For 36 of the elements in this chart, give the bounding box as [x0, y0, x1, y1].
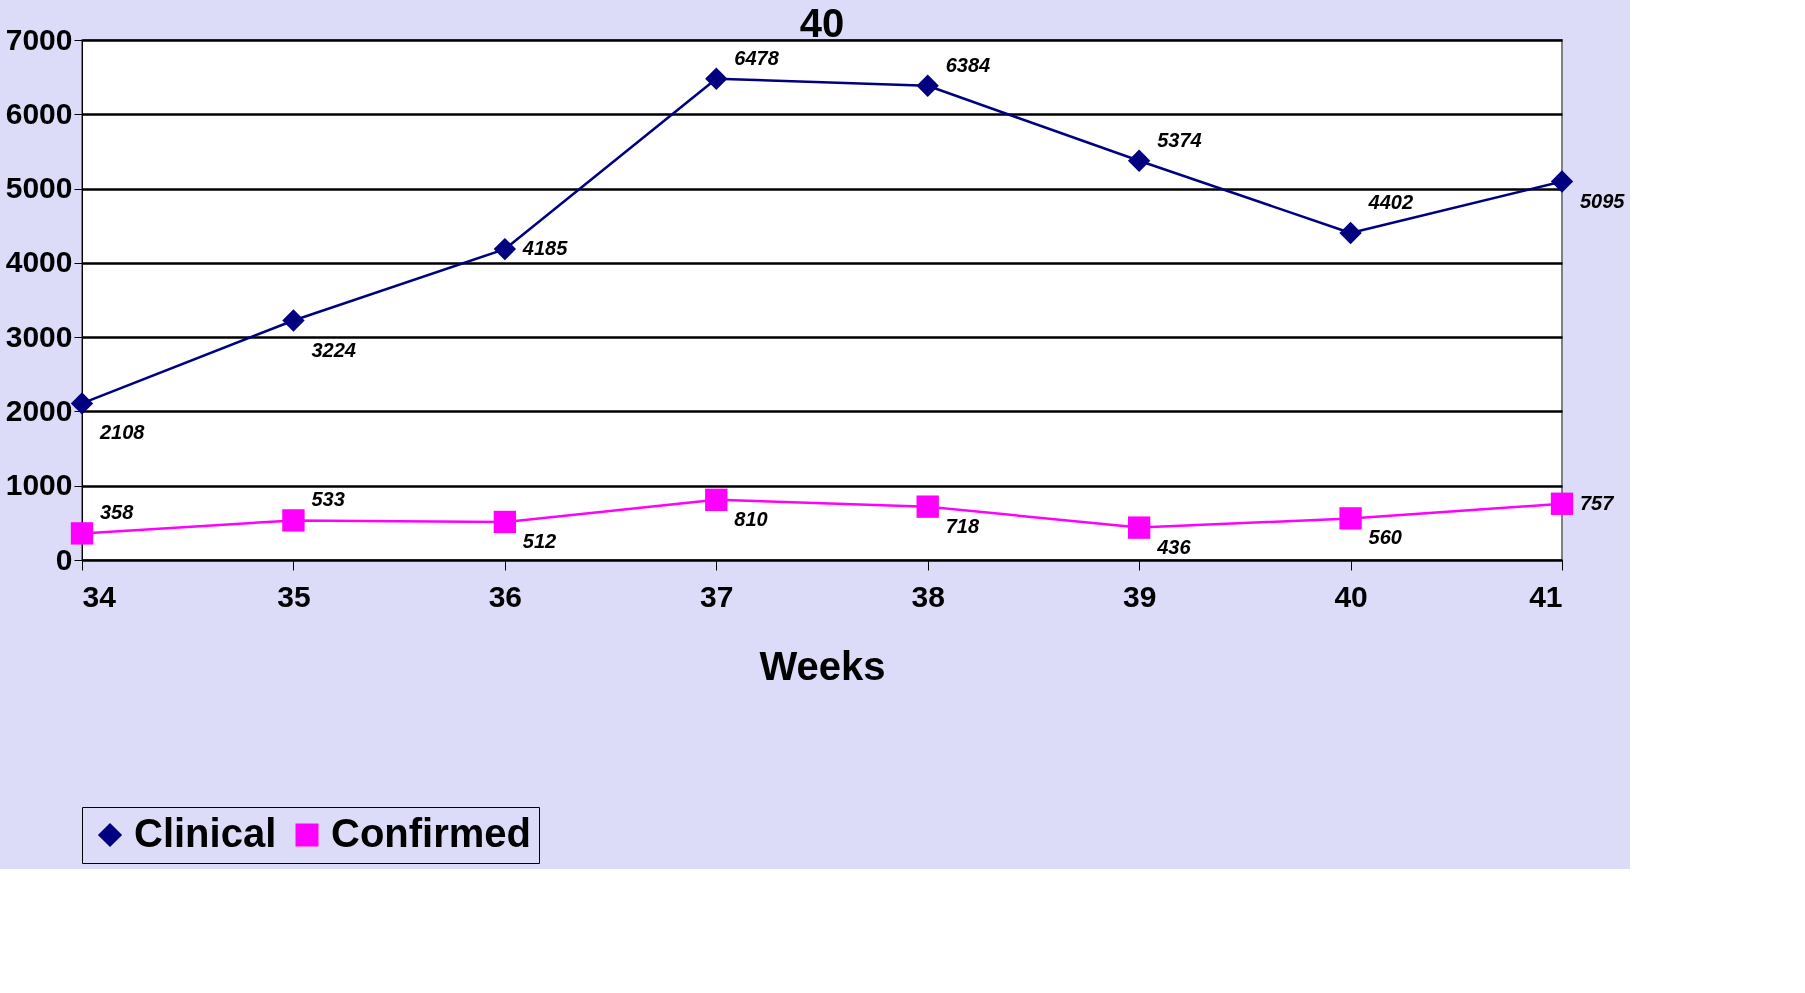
data-label: 358	[100, 501, 135, 524]
data-label: 6384	[945, 53, 991, 76]
chart-title: 40	[799, 1, 845, 45]
data-label: 718	[945, 514, 980, 537]
data-label: 436	[1156, 535, 1192, 558]
data-label: 5374	[1157, 128, 1202, 151]
data-label: 757	[1580, 491, 1615, 514]
x-tick-label: 34	[82, 579, 117, 613]
x-tick-label: 37	[700, 579, 734, 613]
data-label: 512	[522, 529, 557, 552]
y-tick-label: 0	[55, 542, 73, 576]
data-label: 4185	[521, 237, 569, 260]
x-axis-title: Weeks	[759, 643, 886, 688]
data-label: 533	[311, 488, 345, 511]
x-tick-label: 39	[1122, 579, 1157, 613]
data-label: 2108	[99, 421, 146, 444]
data-label: 810	[734, 507, 768, 530]
data-label: 6478	[734, 46, 780, 69]
y-tick-label: 5000	[5, 171, 73, 205]
y-tick-label: 1000	[5, 468, 73, 502]
y-tick-label: 3000	[5, 319, 73, 353]
y-tick-label: 2000	[5, 393, 73, 427]
data-label: 5095	[1580, 189, 1626, 212]
data-label: 560	[1368, 526, 1402, 549]
y-tick-label: 7000	[5, 22, 73, 56]
legend-label: Clinical	[134, 811, 277, 855]
x-tick-label: 36	[488, 579, 523, 613]
data-label: 4402	[1367, 190, 1414, 213]
x-tick-label: 35	[277, 579, 311, 613]
x-tick-label: 41	[1529, 579, 1563, 613]
y-tick-label: 4000	[5, 245, 73, 279]
legend-label: Confirmed	[331, 811, 531, 855]
data-label: 3224	[311, 338, 356, 361]
x-tick-label: 40	[1334, 579, 1368, 613]
x-tick-label: 38	[911, 579, 945, 613]
y-tick-label: 6000	[5, 96, 73, 130]
